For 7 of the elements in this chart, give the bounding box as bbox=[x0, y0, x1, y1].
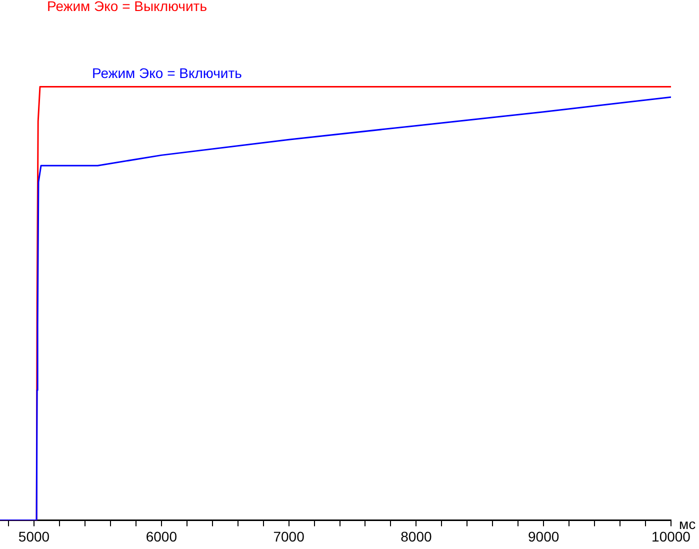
text: Режим Эко = Выключить bbox=[47, 0, 208, 14]
text: Режим Эко = Включить bbox=[92, 64, 242, 81]
x-tick-label: 9000 bbox=[528, 528, 560, 544]
x-tick-label: 8000 bbox=[400, 528, 432, 544]
x-tick-label: 7000 bbox=[273, 528, 305, 544]
x-tick-label: 6000 bbox=[146, 528, 178, 544]
x-tick-label: 5000 bbox=[18, 528, 50, 544]
